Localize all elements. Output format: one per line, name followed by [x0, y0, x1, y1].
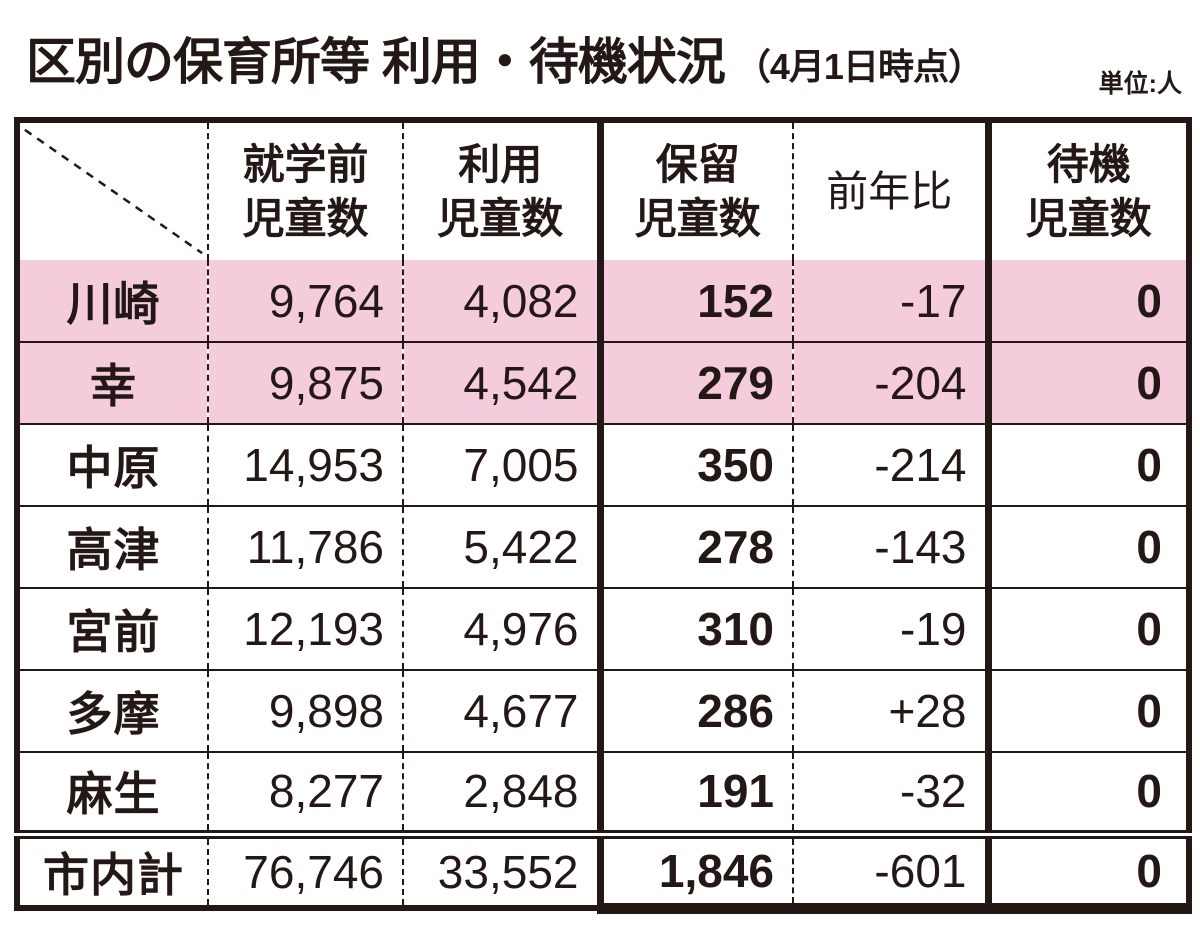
waiting-count-cell: 0	[984, 341, 1189, 424]
pending-count-cell: 1,846	[596, 829, 793, 914]
table-row-takatsu: 高津 11,786 5,422 278 -143 0	[17, 505, 1189, 588]
table-row-miyamae: 宮前 12,193 4,976 310 -19 0	[17, 587, 1189, 670]
pending-count-cell: 286	[596, 669, 793, 752]
pending-count-cell: 350	[596, 423, 793, 506]
table-row-kawasaki: 川崎 9,764 4,082 152 -17 0	[17, 260, 1189, 342]
yoy-cell: -17	[792, 260, 988, 342]
table-row-tama: 多摩 9,898 4,677 286 +28 0	[17, 669, 1189, 752]
page-title: 区別の保育所等 利用・待機状況 （4月1日時点）	[26, 22, 984, 94]
waiting-count-cell: 0	[984, 669, 1189, 752]
pending-count-cell: 310	[596, 587, 793, 670]
users-count-cell: 7,005	[402, 423, 600, 506]
users-count-cell: 4,082	[402, 260, 600, 342]
ward-name-cell: 麻生	[17, 751, 208, 834]
col-header-yoy: 前年比	[792, 120, 988, 260]
col-header-preschool-children: 就学前 児童数	[207, 120, 403, 260]
title-date-suffix: （4月1日時点）	[734, 46, 984, 87]
users-count-cell: 4,976	[402, 587, 600, 670]
users-count-cell: 33,552	[402, 829, 600, 908]
ward-name-cell: 中原	[17, 423, 208, 506]
waiting-count-cell: 0	[984, 505, 1189, 588]
yoy-cell: -214	[792, 423, 988, 506]
yoy-cell: -143	[792, 505, 988, 588]
users-count-cell: 2,848	[402, 751, 600, 834]
preschool-count-cell: 9,764	[207, 260, 403, 342]
yoy-cell: +28	[792, 669, 988, 752]
ward-name-cell: 高津	[17, 505, 208, 588]
waiting-count-cell: 0	[984, 423, 1189, 506]
table-row-saiwai: 幸 9,875 4,542 279 -204 0	[17, 341, 1189, 424]
diagonal-line	[20, 123, 207, 260]
yoy-cell: -204	[792, 341, 988, 424]
table-row-city-total: 市内計 76,746 33,552 1,846 -601 0	[17, 829, 1189, 914]
waiting-count-cell: 0	[984, 751, 1189, 834]
users-count-cell: 4,542	[402, 341, 600, 424]
ward-name-cell: 幸	[17, 341, 208, 424]
yoy-cell: -601	[792, 829, 988, 914]
pending-count-cell: 152	[596, 260, 793, 342]
unit-label: 単位:人	[1098, 70, 1182, 98]
preschool-count-cell: 9,898	[207, 669, 403, 752]
preschool-count-cell: 12,193	[207, 587, 403, 670]
users-count-cell: 4,677	[402, 669, 600, 752]
preschool-count-cell: 76,746	[207, 829, 403, 908]
pending-count-cell: 278	[596, 505, 793, 588]
table-row-asao: 麻生 8,277 2,848 191 -32 0	[17, 751, 1189, 834]
yoy-cell: -19	[792, 587, 988, 670]
waiting-count-cell: 0	[984, 260, 1189, 342]
preschool-count-cell: 14,953	[207, 423, 403, 506]
header-row: 就学前 児童数 利用 児童数 保留 児童数 前年比 待機 児童数	[17, 120, 1189, 260]
ward-name-cell: 川崎	[17, 260, 208, 342]
pending-count-cell: 191	[596, 751, 793, 834]
waiting-count-cell: 0	[984, 587, 1189, 670]
table-row-nakahara: 中原 14,953 7,005 350 -214 0	[17, 423, 1189, 506]
col-header-waiting-children: 待機 児童数	[984, 120, 1189, 260]
preschool-count-cell: 8,277	[207, 751, 403, 834]
ward-name-cell: 宮前	[17, 587, 208, 670]
col-header-pending-children: 保留 児童数	[596, 120, 793, 260]
pending-count-cell: 279	[596, 341, 793, 424]
ward-name-cell: 多摩	[17, 669, 208, 752]
title-main: 区別の保育所等 利用・待機状況	[26, 34, 726, 90]
users-count-cell: 5,422	[402, 505, 600, 588]
corner-cell	[17, 120, 208, 260]
ward-status-table: 就学前 児童数 利用 児童数 保留 児童数 前年比 待機 児童数 川崎 9,76…	[14, 117, 1192, 914]
preschool-count-cell: 9,875	[207, 341, 403, 424]
yoy-cell: -32	[792, 751, 988, 834]
waiting-count-cell: 0	[984, 829, 1189, 914]
preschool-count-cell: 11,786	[207, 505, 403, 588]
col-header-using-children: 利用 児童数	[402, 120, 600, 260]
ward-name-cell: 市内計	[17, 829, 208, 908]
